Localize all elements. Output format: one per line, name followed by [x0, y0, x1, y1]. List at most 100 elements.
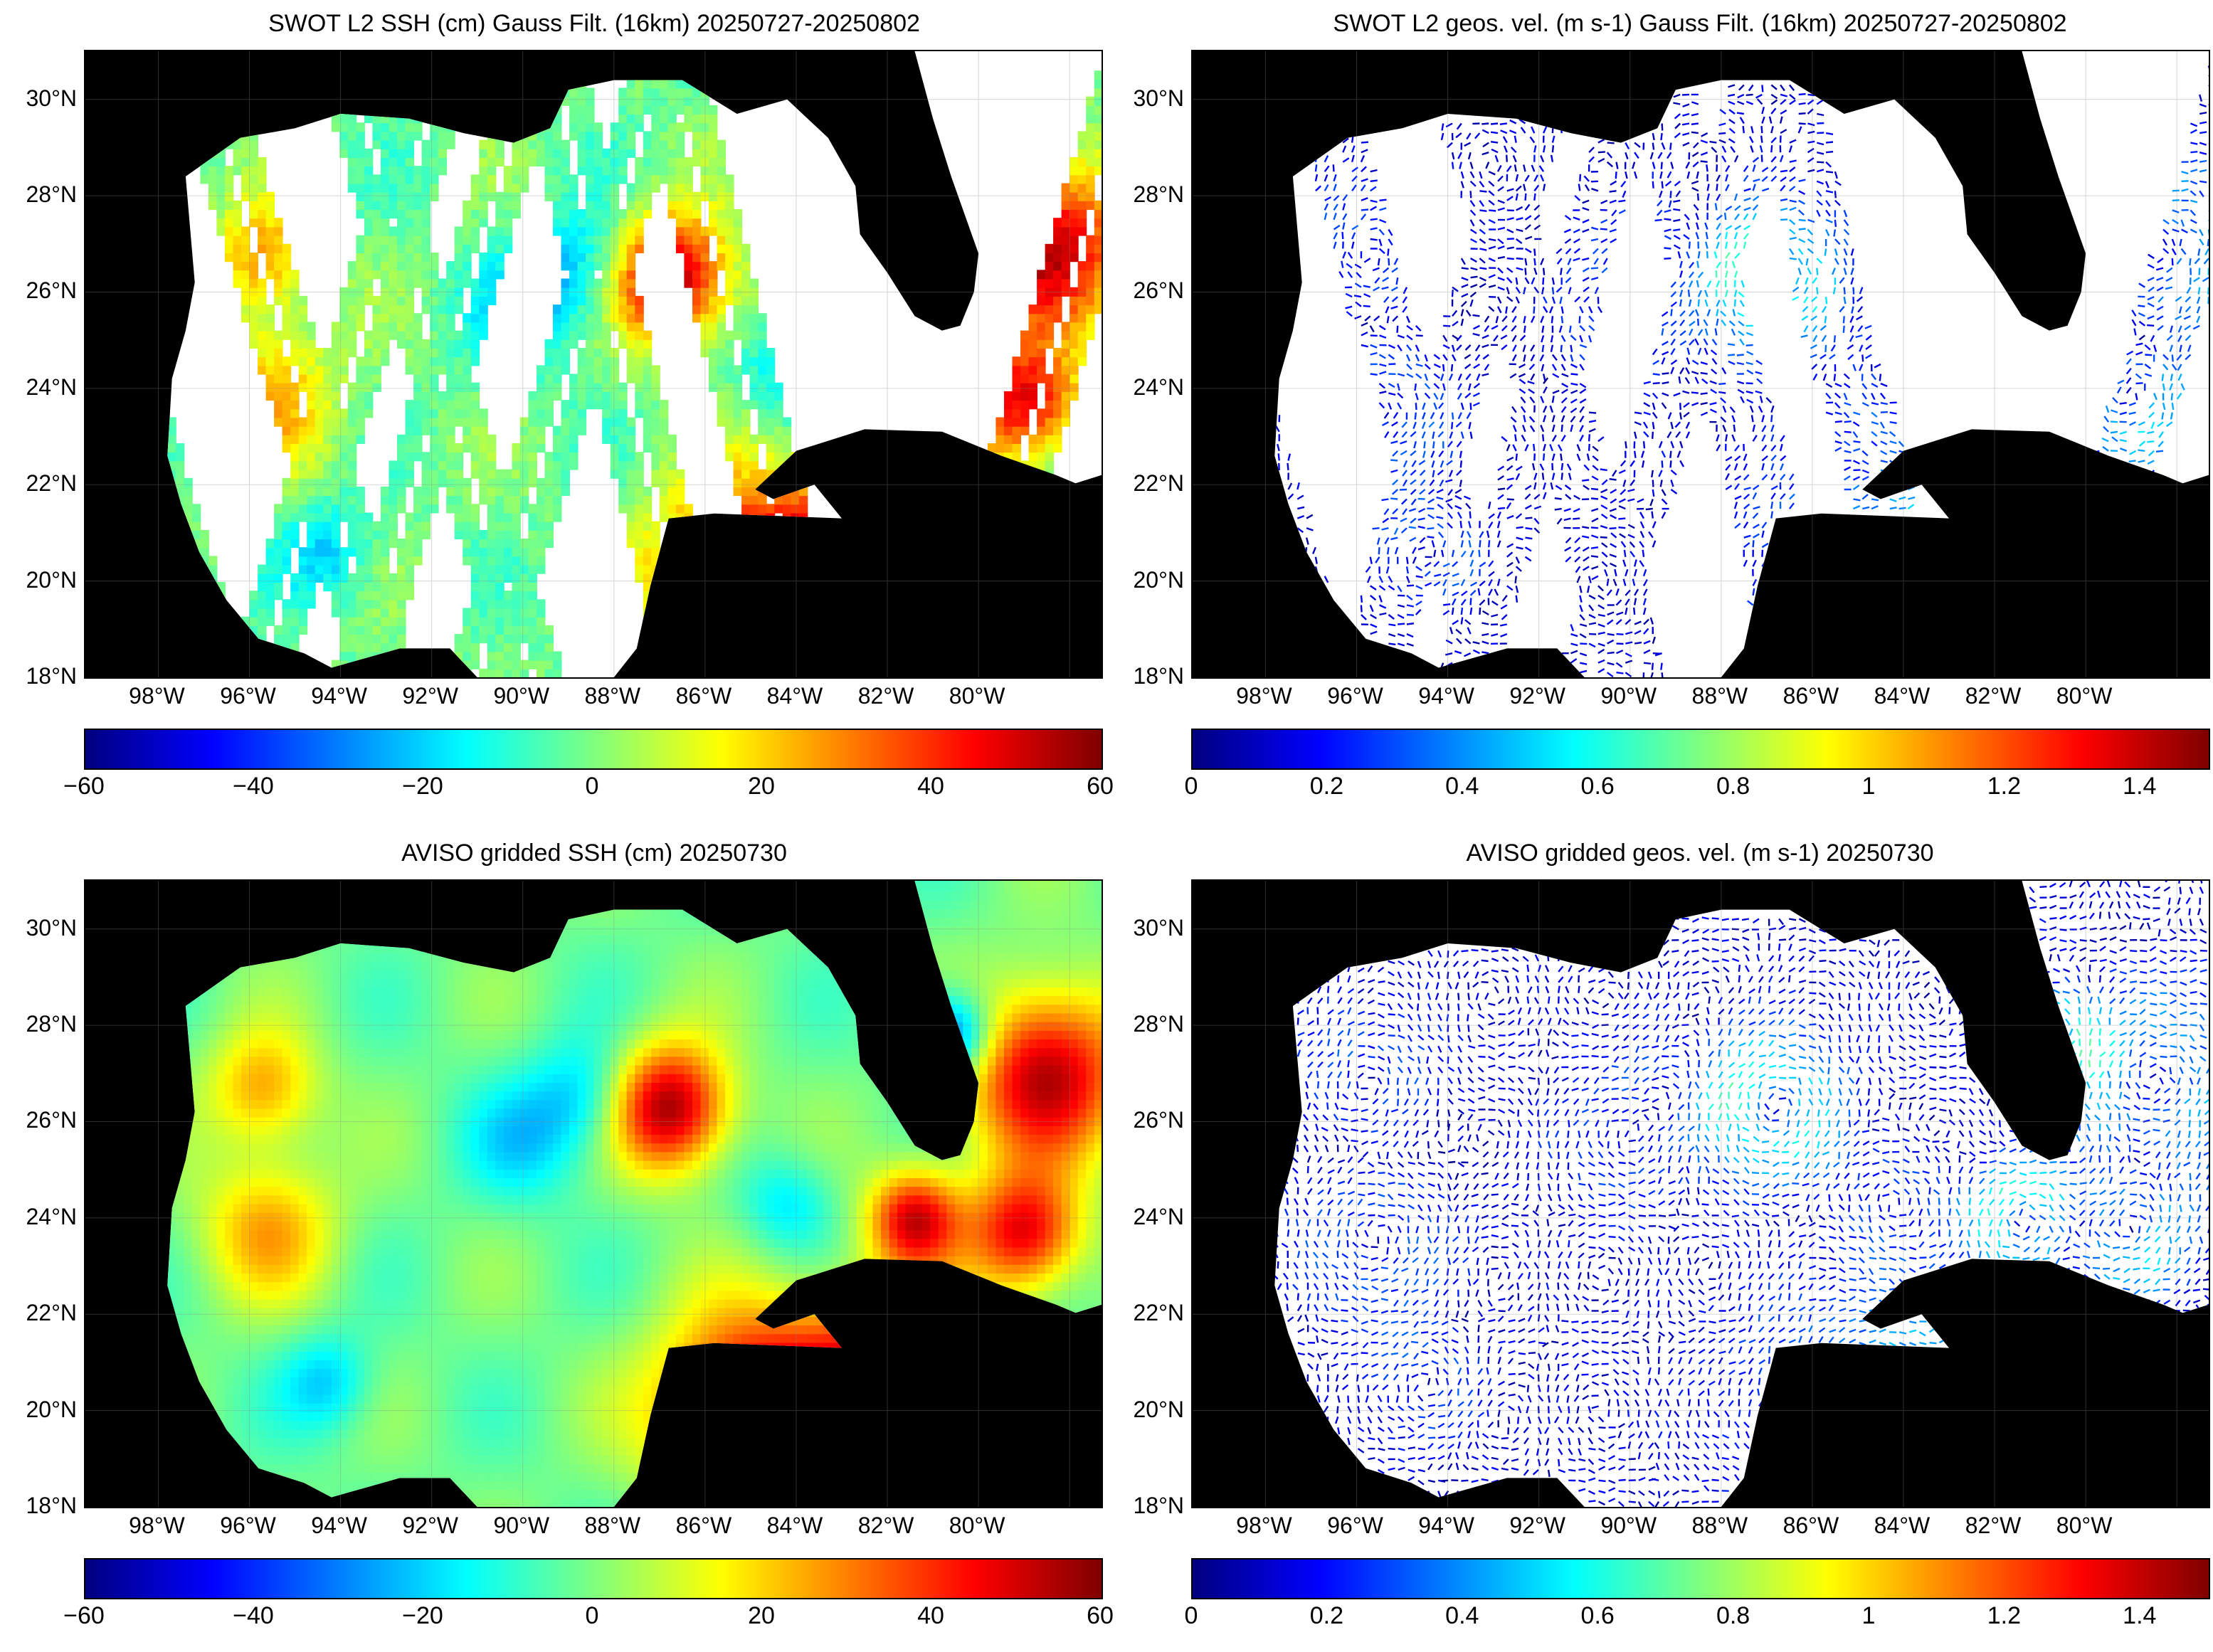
- map-swot-ssh: [84, 50, 1103, 679]
- lon-tick-label: 94°W: [311, 683, 367, 709]
- lat-tick-label: 18°N: [26, 1493, 78, 1518]
- graticule: [1193, 51, 2209, 677]
- lon-tick-label: 88°W: [1691, 1513, 1748, 1538]
- lat-tick-label: 20°N: [1133, 566, 1185, 593]
- lat-tick-label: 30°N: [1133, 85, 1185, 111]
- colorbar-gradient: [1193, 730, 2209, 768]
- map-canvas: [1193, 881, 2209, 1507]
- lat-tick-label: 18°N: [26, 663, 78, 689]
- lon-tick-label: 88°W: [1691, 683, 1748, 709]
- lat-tick-label: 22°N: [26, 470, 78, 497]
- lat-tick-label: 28°N: [26, 1011, 78, 1037]
- lon-tick-label: 80°W: [2056, 683, 2113, 709]
- cuba-landmass: [755, 1259, 1102, 1348]
- map-canvas: [85, 51, 1102, 677]
- lon-tick-label: 90°W: [493, 683, 550, 709]
- lat-tick-label: 24°N: [1133, 374, 1185, 400]
- colorbar-tick-label: 1.4: [2123, 773, 2157, 800]
- lat-tick-label: 24°N: [26, 374, 78, 400]
- lon-tick-label: 84°W: [1874, 1513, 1931, 1538]
- colorbar-ssh: [84, 729, 1103, 770]
- map-aviso-vel: [1191, 879, 2210, 1508]
- colorbar-tick-label: 0.8: [1716, 1602, 1750, 1629]
- colorbar-tick-label: −60: [63, 773, 105, 800]
- map-swot-vel: [1191, 50, 2210, 679]
- lon-tick-label: 92°W: [1509, 683, 1565, 709]
- lon-tick-label: 96°W: [1327, 1513, 1383, 1538]
- map-canvas: [85, 881, 1102, 1507]
- colorbar-tick-label: 20: [748, 773, 775, 800]
- lon-tick-label: 90°W: [1600, 1513, 1657, 1538]
- lat-tick-label: 20°N: [26, 566, 78, 593]
- lat-tick-label: 28°N: [1133, 1011, 1185, 1037]
- colorbar-tick-label: 1: [1861, 1602, 1876, 1629]
- lat-tick-label: 22°N: [1133, 1300, 1185, 1326]
- lat-tick-label: 26°N: [26, 1107, 78, 1133]
- lat-tick-label: 28°N: [1133, 181, 1185, 208]
- lon-tick-label: 84°W: [766, 683, 823, 709]
- lat-tick-label: 30°N: [1133, 914, 1185, 941]
- colorbar-tick-label: −40: [233, 773, 274, 800]
- colorbar-tick-label: 40: [917, 773, 944, 800]
- colorbar-tick-label: 0: [585, 1602, 599, 1629]
- colorbar-gradient: [85, 1560, 1102, 1598]
- panel-title: SWOT L2 geos. vel. (m s-1) Gauss Filt. (…: [1333, 10, 2067, 37]
- lon-tick-label: 82°W: [857, 1513, 914, 1538]
- lon-tick-label: 88°W: [584, 1513, 641, 1538]
- colorbar-tick-label: 0.4: [1445, 773, 1479, 800]
- lat-tick-label: 20°N: [1133, 1396, 1185, 1422]
- lat-tick-label: 24°N: [26, 1203, 78, 1229]
- lon-tick-label: 96°W: [220, 1513, 276, 1538]
- lon-tick-label: 94°W: [311, 1513, 367, 1538]
- lon-tick-label: 80°W: [2056, 1513, 2113, 1538]
- colorbar-tick-label: −20: [402, 1602, 443, 1629]
- lat-tick-label: 24°N: [1133, 1203, 1185, 1229]
- lon-tick-label: 82°W: [1965, 1513, 2022, 1538]
- colorbar-tick-label: −60: [63, 1602, 105, 1629]
- colorbar-tick-label: 0.2: [1309, 1602, 1344, 1629]
- graticule: [85, 881, 1102, 1507]
- lat-tick-label: 26°N: [26, 277, 78, 304]
- lat-tick-label: 26°N: [1133, 1107, 1185, 1133]
- colorbar-tick-label: 0.6: [1580, 1602, 1615, 1629]
- panel-title: AVISO gridded geos. vel. (m s-1) 2025073…: [1466, 840, 1934, 867]
- lat-tick-label: 30°N: [26, 914, 78, 941]
- colorbar-tick-label: −20: [402, 773, 443, 800]
- cuba-landmass: [755, 429, 1102, 519]
- colorbar-tick-label: 0: [1184, 773, 1198, 800]
- lon-tick-label: 92°W: [402, 683, 458, 709]
- colorbar-tick-label: 0.6: [1580, 773, 1615, 800]
- colorbar-tick-label: 0: [585, 773, 599, 800]
- lon-tick-label: 90°W: [1600, 683, 1657, 709]
- lon-tick-label: 98°W: [129, 1513, 185, 1538]
- lat-tick-label: 22°N: [1133, 470, 1185, 497]
- colorbar-tick-label: 60: [1087, 1602, 1114, 1629]
- colorbar-tick-label: 0.2: [1309, 773, 1344, 800]
- colorbar-tick-label: 1: [1861, 773, 1876, 800]
- lon-tick-label: 86°W: [1782, 683, 1839, 709]
- lat-tick-label: 20°N: [26, 1396, 78, 1422]
- lon-tick-label: 96°W: [220, 683, 276, 709]
- lon-tick-label: 96°W: [1327, 683, 1383, 709]
- lon-tick-label: 82°W: [1965, 683, 2022, 709]
- colorbar-tick-label: 40: [917, 1602, 944, 1629]
- lon-tick-label: 98°W: [129, 683, 185, 709]
- colorbar-gradient: [85, 730, 1102, 768]
- lat-tick-label: 22°N: [26, 1300, 78, 1326]
- colorbar-tick-label: 0.4: [1445, 1602, 1479, 1629]
- map-aviso-ssh: [84, 879, 1103, 1508]
- lon-tick-label: 80°W: [949, 1513, 1005, 1538]
- cuba-landmass: [1862, 429, 2209, 519]
- lon-tick-label: 84°W: [1874, 683, 1931, 709]
- colorbar-tick-label: 0.8: [1716, 773, 1750, 800]
- lon-tick-label: 94°W: [1418, 683, 1474, 709]
- colorbar-tick-label: 1.2: [1987, 1602, 2022, 1629]
- colorbar-tick-label: −40: [233, 1602, 274, 1629]
- colorbar-tick-label: 0: [1184, 1602, 1198, 1629]
- lon-tick-label: 90°W: [493, 1513, 550, 1538]
- colorbar-tick-label: 1.2: [1987, 773, 2022, 800]
- lon-tick-label: 86°W: [675, 1513, 732, 1538]
- colorbar-vel: [1191, 729, 2210, 770]
- colorbar-tick-label: 60: [1087, 773, 1114, 800]
- lon-tick-label: 94°W: [1418, 1513, 1474, 1538]
